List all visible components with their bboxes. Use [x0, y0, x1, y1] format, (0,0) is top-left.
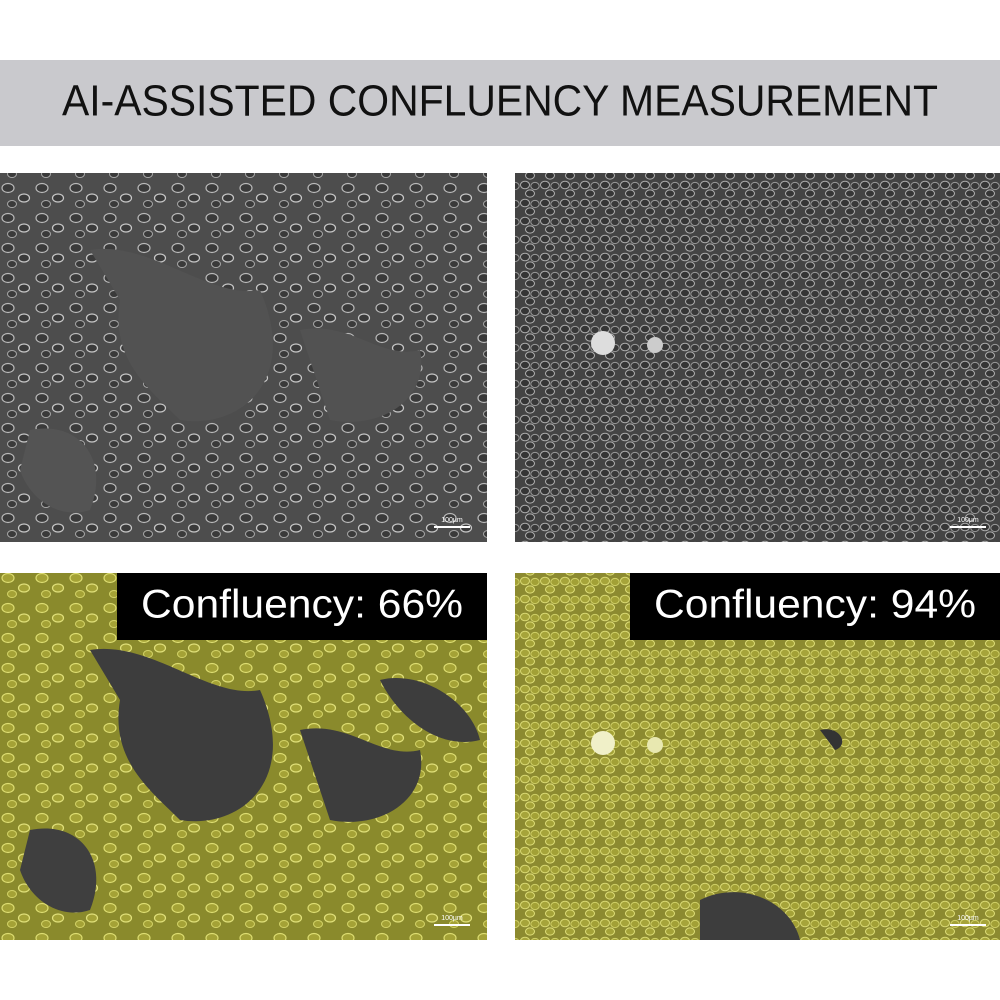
segmented-micrograph: Confluency: 94% 100µm [515, 573, 1000, 940]
title-banner [0, 60, 1000, 146]
scale-bar-label: 100µm [957, 915, 979, 922]
micrograph: 100µm [515, 173, 1000, 542]
title: AI-ASSISTED CONFLUENCY MEASUREMENT [62, 77, 938, 126]
scale-bar-label: 100µm [441, 915, 463, 922]
micrograph: 100µm [0, 173, 487, 542]
scale-bar-label: 100µm [957, 517, 979, 524]
scale-bar-label: 100µm [441, 517, 463, 524]
confluency-label: Confluency: 94% [654, 583, 976, 627]
confluency-label: Confluency: 66% [141, 583, 463, 627]
segmented-micrograph: Confluency: 66% 100µm [0, 573, 487, 940]
